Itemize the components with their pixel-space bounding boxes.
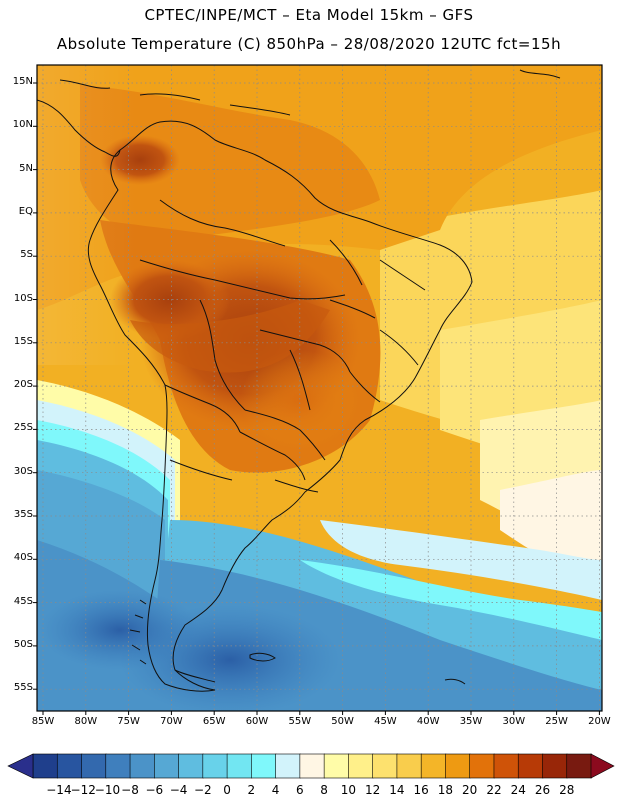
colorbar-swatch (251, 753, 277, 779)
colorbar-over-arrow (590, 753, 615, 779)
colorbar-swatch (469, 753, 495, 779)
lat-label: 20S (13, 379, 33, 391)
colorbar-swatch (372, 753, 398, 779)
lat-label: 5N (19, 162, 33, 174)
colorbar-label: 12 (365, 783, 381, 797)
colorbar-swatch (396, 753, 422, 779)
colorbar-swatch (517, 753, 544, 779)
lon-label: 65W (202, 716, 226, 727)
colorbar-swatch (348, 753, 374, 779)
colorbar-label: 2 (247, 783, 256, 797)
colorbar-label: 10 (340, 783, 357, 797)
colorbar-label: −12 (70, 783, 96, 797)
colorbar-swatch (105, 753, 131, 779)
colorbar (7, 753, 615, 779)
colorbar-label: 16 (413, 783, 429, 797)
colorbar-label: −14 (46, 783, 72, 797)
lat-label: 55S (13, 682, 33, 694)
colorbar-label: 8 (320, 783, 328, 797)
colorbar-label: 0 (223, 783, 231, 797)
colorbar-swatch (493, 753, 520, 779)
lon-label: 55W (288, 716, 312, 727)
colorbar-label: −2 (193, 783, 212, 797)
colorbar-swatch (32, 753, 59, 779)
lat-label: 15S (13, 335, 33, 347)
map-title-line-2: Absolute Temperature (C) 850hPa – 28/08/… (56, 35, 562, 53)
lat-label: 25S (13, 422, 33, 434)
lat-label: 50S (13, 638, 33, 650)
colorbar-swatch (178, 753, 204, 779)
lon-label: 70W (160, 716, 183, 727)
lon-label: 35W (459, 716, 483, 727)
map-title-line-1: CPTEC/INPE/MCT – Eta Model 15km – GFS (144, 6, 474, 24)
colorbar-label: 6 (296, 783, 304, 797)
colorbar-label: 20 (462, 783, 478, 797)
colorbar-label: −6 (145, 783, 164, 797)
colorbar-label: −4 (169, 783, 188, 797)
lat-label: 10N (12, 119, 33, 131)
colorbar-under-arrow (7, 753, 34, 779)
colorbar-label: −10 (94, 783, 121, 797)
lon-label: 45W (374, 716, 397, 727)
colorbar-label: 4 (271, 783, 280, 797)
colorbar-swatch (154, 753, 180, 779)
colorbar-swatch (420, 753, 447, 779)
lat-label: 45S (13, 595, 33, 607)
lat-label: EQ (18, 205, 33, 217)
colorbar-label: 26 (534, 783, 551, 797)
colorbar-label: 28 (559, 783, 575, 797)
colorbar-swatch (566, 753, 592, 779)
colorbar-label: 24 (510, 783, 526, 797)
colorbar-label: 22 (486, 783, 502, 797)
lon-label: 60W (245, 716, 269, 727)
lon-label: 25W (545, 716, 568, 727)
colorbar-swatch (56, 753, 83, 779)
colorbar-swatch (129, 753, 156, 779)
lon-label: 30W (502, 716, 526, 727)
lat-label: 30S (13, 465, 33, 477)
colorbar-label: −8 (121, 783, 139, 797)
lon-label: 20W (588, 716, 611, 727)
lat-label: 5S (20, 249, 33, 261)
plot-frame (36, 64, 603, 712)
colorbar-swatch (445, 753, 471, 779)
temperature-field (37, 65, 602, 711)
lat-label: 40S (13, 552, 33, 564)
colorbar-label: 18 (437, 783, 454, 797)
colorbar-swatch (542, 753, 568, 779)
lat-label: 35S (13, 509, 33, 520)
lon-label: 75W (117, 716, 140, 727)
lon-label: 50W (331, 716, 354, 727)
colorbar-swatch (226, 753, 253, 779)
lat-label: 15N (12, 76, 33, 87)
colorbar-swatch (323, 753, 350, 779)
lon-label: 85W (31, 716, 55, 727)
colorbar-label: 14 (389, 783, 405, 797)
colorbar-swatch (299, 753, 325, 779)
colorbar-swatch (275, 753, 301, 779)
lon-label: 80W (74, 716, 98, 727)
continent-outline (37, 69, 561, 692)
lat-label: 10S (13, 292, 33, 304)
colorbar-swatch (81, 753, 107, 779)
lon-label: 40W (416, 716, 440, 727)
colorbar-swatch (202, 753, 228, 779)
